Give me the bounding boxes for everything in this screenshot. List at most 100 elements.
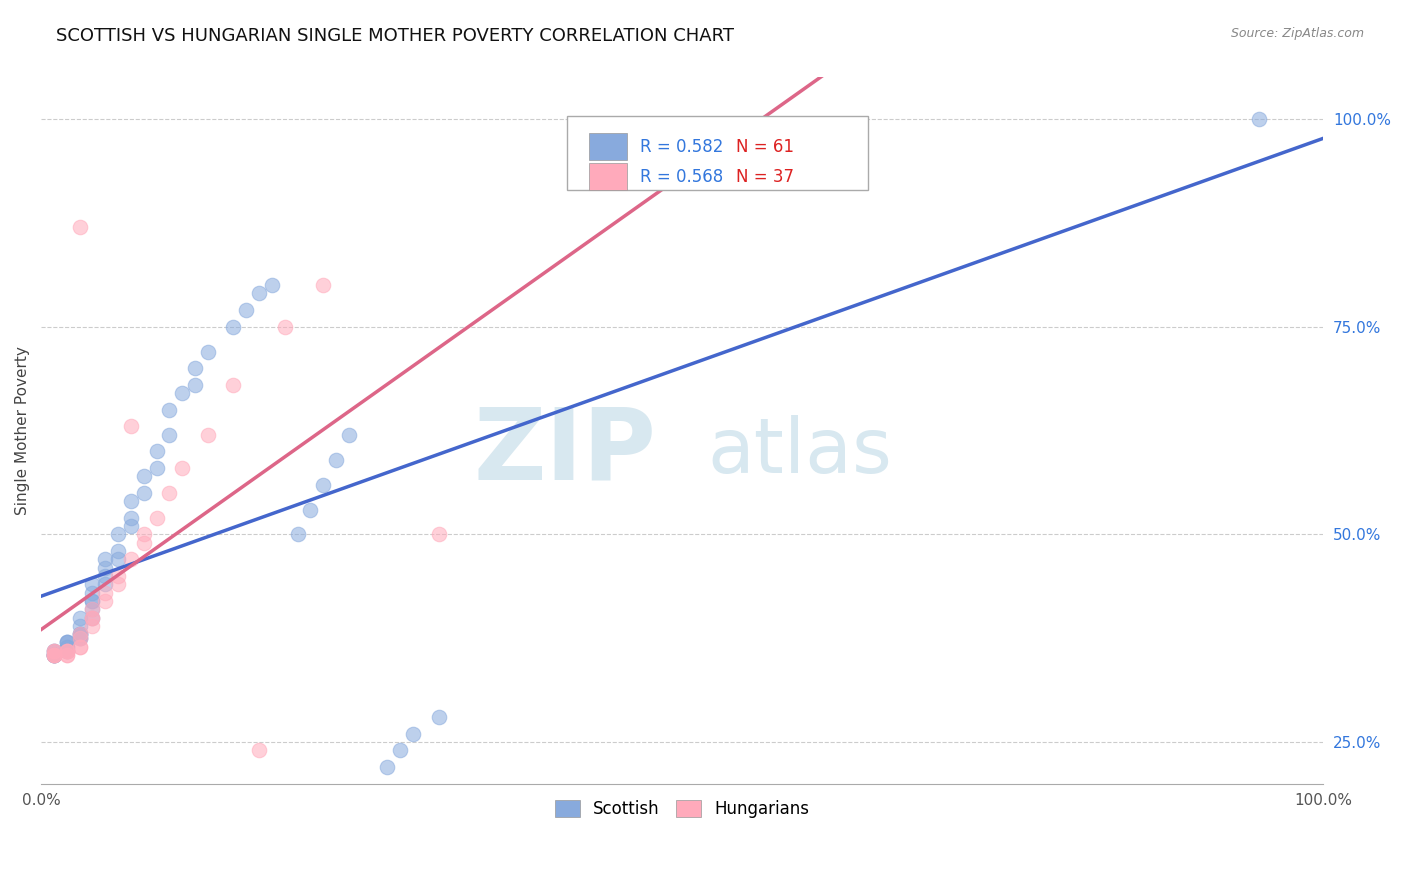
Point: [55, 644, 77, 658]
Point: [184, 361, 207, 376]
Point: [247, 286, 270, 301]
Point: [69, 632, 91, 646]
Point: [55, 644, 77, 658]
Point: [42, 644, 65, 658]
Point: [94, 585, 117, 599]
Point: [107, 527, 129, 541]
Point: [107, 544, 129, 558]
Point: [157, 486, 180, 500]
Point: [172, 461, 194, 475]
Point: [42, 644, 65, 658]
Point: [55, 648, 77, 662]
Point: [82, 602, 104, 616]
Point: [402, 727, 425, 741]
Point: [69, 619, 91, 633]
Point: [42, 648, 65, 662]
Point: [82, 594, 104, 608]
Point: [389, 743, 412, 757]
Point: [94, 577, 117, 591]
Point: [107, 569, 129, 583]
Point: [42, 648, 65, 662]
Point: [274, 319, 297, 334]
Point: [55, 635, 77, 649]
Point: [157, 402, 180, 417]
Point: [184, 377, 207, 392]
Point: [42, 648, 65, 662]
Point: [312, 278, 335, 293]
Point: [42, 644, 65, 658]
Point: [235, 303, 257, 318]
FancyBboxPatch shape: [589, 133, 627, 160]
Text: atlas: atlas: [707, 415, 893, 489]
Point: [82, 602, 104, 616]
Point: [55, 640, 77, 654]
Point: [197, 427, 219, 442]
Text: SCOTTISH VS HUNGARIAN SINGLE MOTHER POVERTY CORRELATION CHART: SCOTTISH VS HUNGARIAN SINGLE MOTHER POVE…: [56, 27, 734, 45]
Point: [197, 344, 219, 359]
Point: [427, 527, 450, 541]
Point: [69, 632, 91, 646]
Point: [94, 552, 117, 566]
Point: [132, 527, 155, 541]
Point: [94, 560, 117, 574]
Text: ZIP: ZIP: [474, 403, 657, 500]
Point: [42, 648, 65, 662]
Point: [42, 648, 65, 662]
Point: [69, 640, 91, 654]
FancyBboxPatch shape: [589, 163, 627, 190]
Point: [120, 494, 142, 508]
Point: [42, 648, 65, 662]
Point: [157, 427, 180, 442]
Point: [247, 743, 270, 757]
Point: [42, 648, 65, 662]
Text: R = 0.568: R = 0.568: [640, 168, 723, 186]
Point: [312, 477, 335, 491]
Point: [120, 511, 142, 525]
Point: [69, 610, 91, 624]
Point: [55, 644, 77, 658]
Point: [69, 627, 91, 641]
Point: [82, 610, 104, 624]
Point: [55, 648, 77, 662]
Point: [55, 644, 77, 658]
Text: R = 0.582: R = 0.582: [640, 137, 723, 156]
Point: [120, 552, 142, 566]
Point: [69, 627, 91, 641]
Point: [94, 594, 117, 608]
Point: [55, 635, 77, 649]
Point: [132, 469, 155, 483]
Point: [82, 610, 104, 624]
Point: [132, 535, 155, 549]
Text: Source: ZipAtlas.com: Source: ZipAtlas.com: [1230, 27, 1364, 40]
Legend: Scottish, Hungarians: Scottish, Hungarians: [548, 793, 817, 825]
Point: [222, 377, 245, 392]
Point: [55, 640, 77, 654]
Point: [55, 635, 77, 649]
Point: [120, 519, 142, 533]
Point: [82, 594, 104, 608]
Point: [375, 760, 398, 774]
Point: [325, 452, 347, 467]
Point: [42, 648, 65, 662]
Y-axis label: Single Mother Poverty: Single Mother Poverty: [15, 346, 30, 515]
Point: [299, 502, 322, 516]
Point: [82, 577, 104, 591]
Point: [145, 444, 167, 458]
Point: [42, 648, 65, 662]
Point: [145, 461, 167, 475]
Point: [82, 610, 104, 624]
Point: [42, 644, 65, 658]
Point: [107, 552, 129, 566]
Point: [222, 319, 245, 334]
Text: N = 61: N = 61: [737, 137, 794, 156]
Point: [69, 627, 91, 641]
Point: [172, 386, 194, 401]
Point: [107, 577, 129, 591]
FancyBboxPatch shape: [567, 116, 868, 191]
Point: [132, 486, 155, 500]
Point: [82, 619, 104, 633]
Point: [427, 710, 450, 724]
Point: [145, 511, 167, 525]
Point: [69, 632, 91, 646]
Point: [69, 640, 91, 654]
